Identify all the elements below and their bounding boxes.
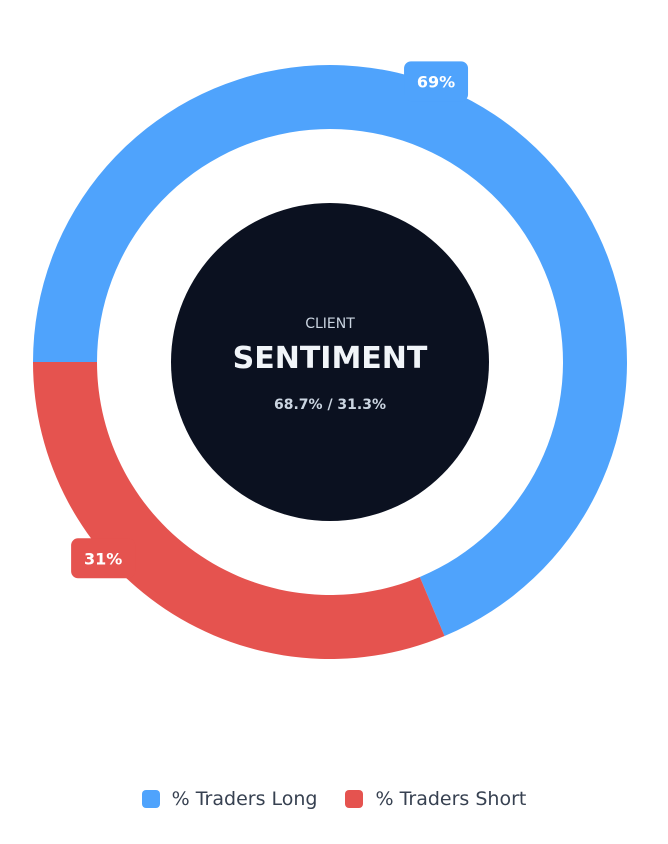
legend-item-short[interactable]: % Traders Short <box>345 788 526 810</box>
legend: % Traders Long % Traders Short <box>0 788 668 810</box>
center-disc <box>171 203 489 521</box>
legend-swatch-short <box>345 790 364 808</box>
center-title: SENTIMENT <box>233 341 428 376</box>
slice-badge-bg <box>71 538 136 579</box>
slice-badge-bg <box>404 61 469 102</box>
sentiment-donut-chart: CLIENT SENTIMENT 68.7% / 31.3% 69% 31% <box>33 61 627 659</box>
center-detail: 68.7% / 31.3% <box>274 397 386 413</box>
slice-badge-label: 69% <box>417 72 455 91</box>
slice-badge-label: 31% <box>84 549 122 568</box>
slice-labels: 69% 31% <box>71 61 469 579</box>
donut-slices <box>33 64 627 659</box>
legend-item-long[interactable]: % Traders Long <box>141 788 318 810</box>
slice-badge-short: 31% <box>71 538 136 579</box>
legend-label-long: % Traders Long <box>171 788 318 810</box>
center-kicker: CLIENT <box>305 316 355 332</box>
slice-badge-long: 69% <box>404 61 469 102</box>
legend-swatch-long <box>141 790 160 808</box>
legend-label-short: % Traders Short <box>375 788 527 810</box>
donut-slice-short[interactable] <box>33 362 445 659</box>
